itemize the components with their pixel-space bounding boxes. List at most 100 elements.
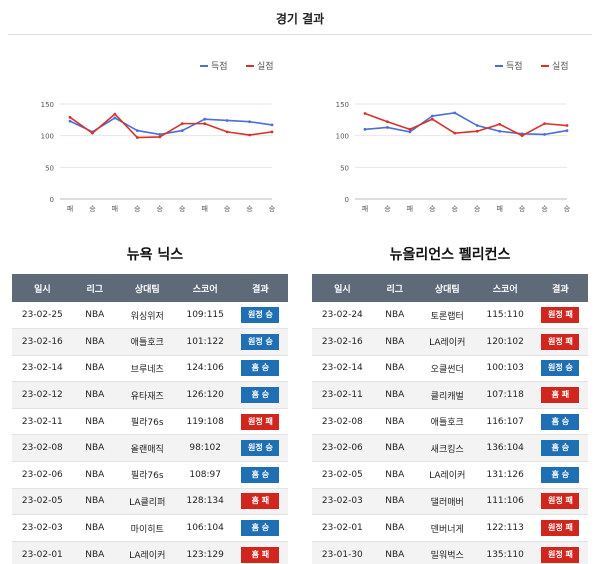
opponent-cell: 마이히트 (116, 514, 178, 542)
result-badge: 홈 승 (241, 466, 280, 483)
date-cell: 23-02-01 (312, 514, 373, 542)
left-chart-series-1-point-1 (91, 131, 94, 135)
right-chart-xtick-6: 패 (496, 204, 502, 213)
score-cell: 126:120 (177, 381, 233, 409)
score-cell: 122:113 (477, 514, 533, 542)
opponent-cell: 밀워벅스 (416, 541, 478, 564)
league-cell: NBA (72, 302, 117, 330)
right-chart-xtick-5: 승 (474, 205, 481, 213)
score-cell: 108:97 (177, 461, 233, 489)
opponent-cell: 필라76s (116, 461, 178, 489)
result-cell: 원정 승 (232, 302, 288, 330)
right-chart-xtick-0: 패 (362, 204, 368, 213)
left-chart-series-1-point-0 (68, 115, 72, 119)
result-badge: 홈 패 (241, 546, 280, 563)
right-chart-series-0-point-8 (543, 133, 546, 136)
left-chart-svg: 득점 실점 150 100 50 0 패 승 패 승 승 승 패 승 승 승 (41, 60, 276, 213)
result-badge: 원정 승 (241, 307, 280, 324)
score-cell: 111:106 (477, 488, 533, 516)
result-cell: 홈 승 (532, 434, 588, 463)
league-cell: NBA (72, 434, 117, 463)
date-cell: 23-02-12 (12, 381, 73, 409)
opponent-cell: 오클썬더 (416, 355, 478, 383)
result-cell: 원정 승 (532, 355, 588, 383)
right-chart-xtick-3: 승 (429, 205, 436, 213)
right-chart-series-1-point-1 (386, 120, 389, 124)
table-row: 23-02-06 NBA 필라76s 108:97 홈 승 (12, 461, 288, 489)
left-chart-series-0-point-7 (225, 119, 229, 122)
league-cell: NBA (72, 541, 117, 564)
right-chart-xtick-2: 패 (407, 204, 413, 213)
opponent-cell: 클리캐벌 (416, 381, 478, 409)
result-cell: 홈 승 (232, 461, 288, 489)
right-chart-series-0-point-0 (363, 127, 367, 131)
right-chart-series-0-point-6 (498, 129, 502, 133)
left-chart-xtick-5: 승 (179, 205, 186, 213)
right-team-name: 뉴올리언스 펠리컨스 (389, 247, 511, 263)
league-cell: NBA (72, 514, 117, 542)
result-badge: 홈 승 (241, 387, 280, 404)
left-chart-series-0-point-0 (68, 119, 72, 123)
opponent-cell: 토론랩터 (416, 302, 478, 330)
left-chart-series-0-point-8 (248, 120, 251, 124)
score-cell: 120:102 (477, 328, 533, 356)
score-cell: 124:106 (177, 355, 233, 383)
score-cell: 100:103 (477, 355, 533, 383)
left-results-table: 일시 리그 상대팀 스코어 결과 23-02-25 NBA 워싱위저 109:115 원정 승 23… (12, 274, 288, 564)
left-score-chart: 득점 실점 150 100 50 0 패 승 패 승 승 승 패 승 승 승 (10, 52, 300, 222)
left-chart-legend-label-1: 실점 (257, 60, 274, 72)
result-cell: 원정 패 (532, 488, 588, 516)
score-cell: 119:108 (177, 408, 233, 436)
left-chart-legend-label-0: 득점 (211, 60, 228, 72)
date-cell: 23-02-01 (12, 541, 73, 564)
right-chart-xtick-1: 승 (384, 205, 391, 213)
table-row: 23-02-25 NBA 워싱위저 109:115 원정 승 (12, 302, 288, 330)
table-row: 23-02-01 NBA LA레이커 123:129 홈 패 (12, 541, 288, 564)
league-cell: NBA (372, 355, 417, 383)
league-cell: NBA (372, 541, 417, 564)
right-chart-series-0-point-3 (430, 114, 434, 118)
right-chart-xtick-9: 승 (564, 205, 571, 213)
opponent-cell: 애틀호크 (116, 328, 178, 356)
left-chart-series-0-point-6 (203, 117, 207, 121)
table-row: 23-02-11 NBA 필라76s 119:108 원정 패 (12, 408, 288, 436)
league-cell: NBA (72, 328, 117, 356)
date-cell: 23-02-25 (12, 302, 73, 330)
result-cell: 원정 패 (532, 328, 588, 356)
table-row: 23-02-01 NBA 덴버너게 122:113 원정 패 (312, 514, 588, 542)
result-cell: 원정 패 (532, 514, 588, 542)
result-cell: 원정 패 (232, 408, 288, 436)
opponent-cell: LA클리퍼 (116, 488, 178, 516)
right-results-table: 일시 리그 상대팀 스코어 결과 23-02-24 NBA 토론랩터 115:110 원정 패 23… (312, 274, 588, 564)
result-cell: 홈 승 (232, 381, 288, 409)
right-chart-series-1-point-3 (430, 117, 434, 121)
left-chart-xtick-3: 승 (134, 205, 141, 213)
table-row: 23-02-24 NBA 토론랩터 115:110 원정 패 (312, 302, 588, 330)
right-chart-series-0-point-9 (565, 129, 569, 132)
right-chart-series-0-point-5 (475, 124, 479, 127)
result-badge: 홈 승 (541, 413, 580, 430)
league-cell: NBA (72, 355, 117, 383)
right-chart-svg: 득점 실점 150 100 50 0 패 승 패 승 승 승 패 승 승 승 (336, 60, 571, 213)
league-cell: NBA (72, 461, 117, 489)
league-cell: NBA (372, 434, 417, 463)
date-cell: 23-02-24 (312, 302, 373, 330)
left-chart-series-line-0 (69, 117, 273, 136)
table-row: 23-02-08 NBA 애틀호크 116:107 홈 승 (312, 408, 588, 436)
result-badge: 홈 패 (541, 387, 580, 404)
table-header-row: 일시 리그 상대팀 스코어 결과 (12, 274, 288, 302)
result-badge: 원정 승 (541, 360, 580, 377)
date-cell: 23-02-03 (12, 514, 73, 542)
date-cell: 23-02-11 (312, 381, 373, 409)
result-badge: 원정 패 (541, 520, 580, 537)
column-header: 결과 (532, 274, 588, 302)
result-cell: 홈 패 (532, 381, 588, 409)
right-chart-series-line-0 (364, 112, 568, 136)
right-chart-legend-label-1: 실점 (552, 60, 569, 72)
result-cell: 홈 승 (232, 355, 288, 383)
score-cell: 128:134 (177, 488, 233, 516)
date-cell: 23-02-05 (312, 461, 373, 489)
league-cell: NBA (372, 514, 417, 542)
date-cell: 23-02-16 (12, 328, 73, 356)
score-cell: 136:104 (477, 434, 533, 463)
